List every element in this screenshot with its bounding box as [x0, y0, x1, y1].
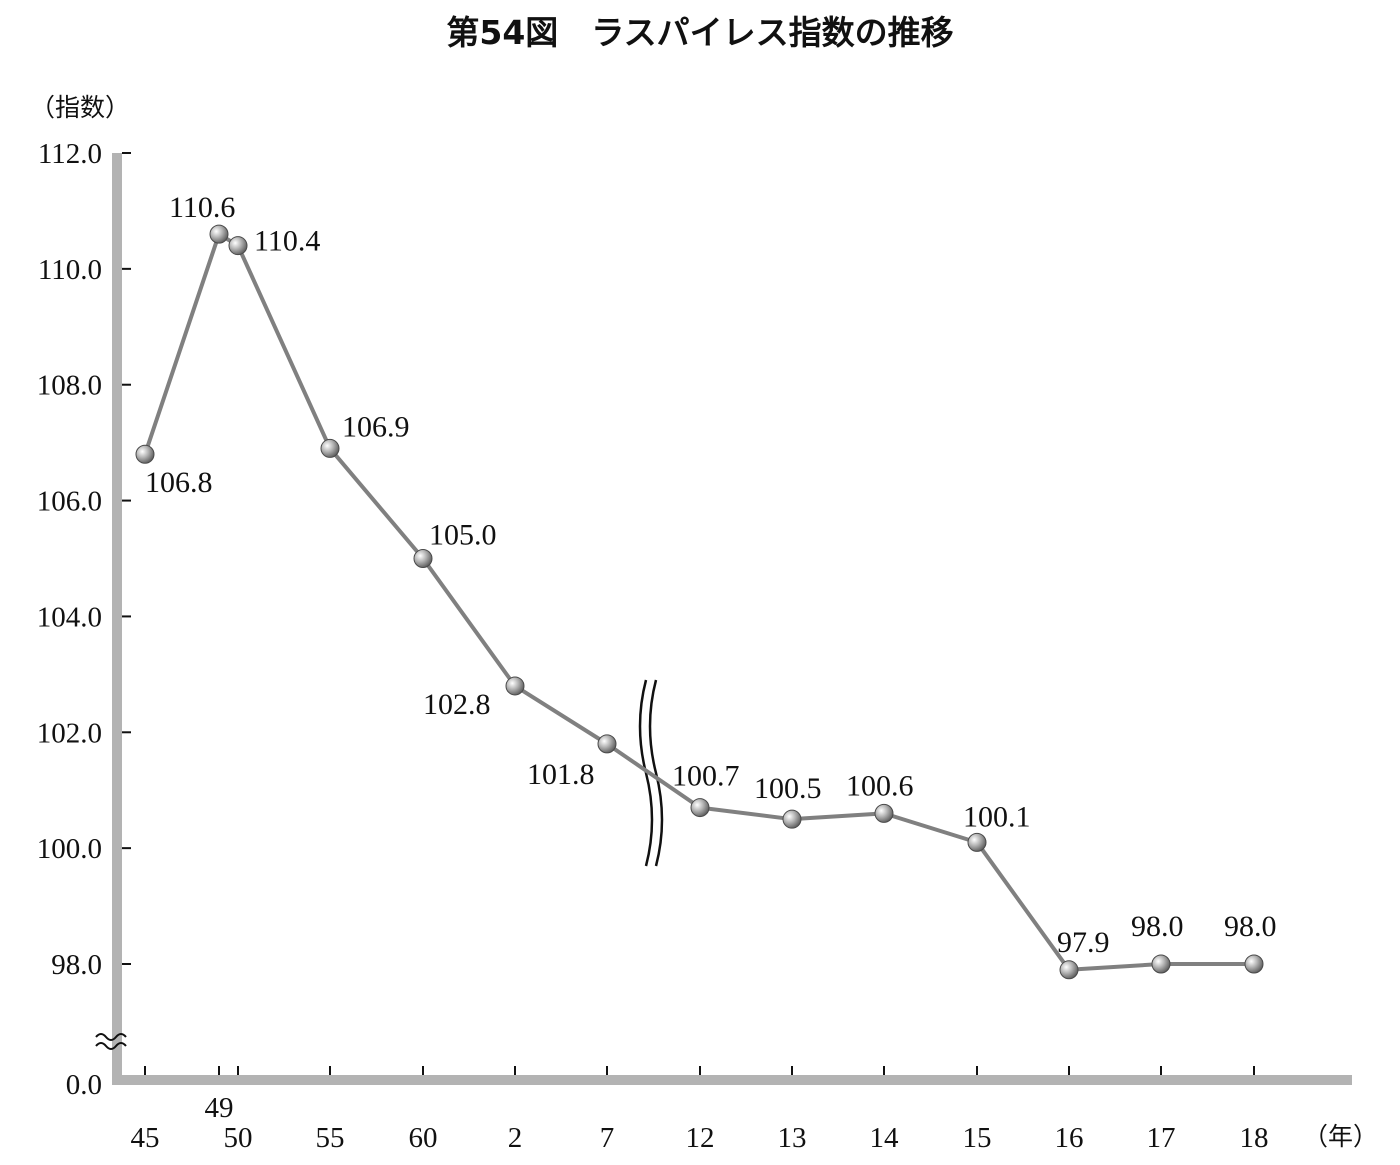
data-labels: 106.8 110.6 110.4 106.9 105.0 102.8 101.8 100.7…: [145, 191, 1277, 959]
data-point: [228, 236, 248, 256]
data-point: [505, 676, 525, 696]
data-label: 106.9: [342, 410, 410, 443]
y-tick-label: 110.0: [38, 254, 102, 286]
series-line: [143, 232, 1254, 972]
x-tick-label: 16: [1055, 1122, 1084, 1154]
data-label: 100.5: [754, 772, 822, 805]
data-point: [135, 444, 155, 464]
data-point: [690, 798, 710, 818]
data-point: [782, 809, 802, 829]
y-tick-label: 104.0: [37, 601, 102, 633]
data-point: [320, 438, 340, 458]
y-tick-label: 0.0: [66, 1069, 102, 1101]
data-point: [967, 832, 987, 852]
x-tick-label: 49: [205, 1092, 234, 1124]
series: [135, 224, 1264, 980]
x-tick-label: 15: [963, 1122, 992, 1154]
data-label: 98.0: [1131, 910, 1184, 943]
x-tick-label: 7: [600, 1122, 615, 1154]
data-point: [1244, 954, 1264, 974]
x-tick-label: 50: [224, 1122, 253, 1154]
chart-title: 第54図 ラスパイレス指数の推移: [446, 13, 953, 52]
x-tick-label: 45: [131, 1122, 160, 1154]
data-label: 100.1: [963, 800, 1031, 833]
data-label: 98.0: [1224, 910, 1277, 943]
data-point: [597, 734, 617, 754]
data-label: 97.9: [1057, 926, 1110, 959]
data-label: 110.6: [169, 191, 235, 224]
data-label: 105.0: [429, 519, 497, 552]
y-tick-label: 112.0: [38, 138, 102, 170]
data-point: [874, 803, 894, 823]
data-point: [1059, 960, 1079, 980]
axes: [112, 153, 1352, 1085]
y-tick-label: 108.0: [37, 370, 102, 402]
data-label: 110.4: [254, 225, 320, 258]
y-tick-label: 98.0: [51, 949, 102, 981]
x-tick-label: 12: [686, 1122, 715, 1154]
y-tick-label: 106.0: [37, 486, 102, 518]
x-tick-label: 18: [1240, 1122, 1269, 1154]
x-axis-line: [112, 1075, 1352, 1085]
x-tick-label: 13: [778, 1122, 807, 1154]
x-tick-label: 2: [508, 1122, 523, 1154]
data-point: [209, 224, 229, 244]
x-tick-label: 17: [1147, 1122, 1176, 1154]
data-label: 102.8: [423, 688, 491, 721]
x-axis-label: （年）: [1303, 1122, 1378, 1151]
x-tick-label: 14: [870, 1122, 900, 1154]
y-tick-label: 100.0: [37, 833, 102, 865]
x-tick-label: 55: [316, 1122, 345, 1154]
y-axis-break-mark: [95, 1033, 127, 1050]
data-label: 106.8: [145, 466, 213, 499]
y-axis-line: [112, 153, 122, 1085]
data-label: 100.7: [672, 760, 740, 793]
data-point: [413, 549, 433, 568]
y-axis-label: （指数）: [30, 93, 130, 122]
y-ticks: 112.0 110.0 108.0 106.0 104.0 102.0 100.0 98.0 0…: [37, 138, 131, 1101]
data-label: 100.6: [846, 769, 914, 802]
data-point: [1151, 954, 1171, 974]
data-label: 101.8: [527, 758, 595, 791]
y-tick-label: 102.0: [37, 717, 102, 749]
x-tick-label: 60: [409, 1122, 438, 1154]
